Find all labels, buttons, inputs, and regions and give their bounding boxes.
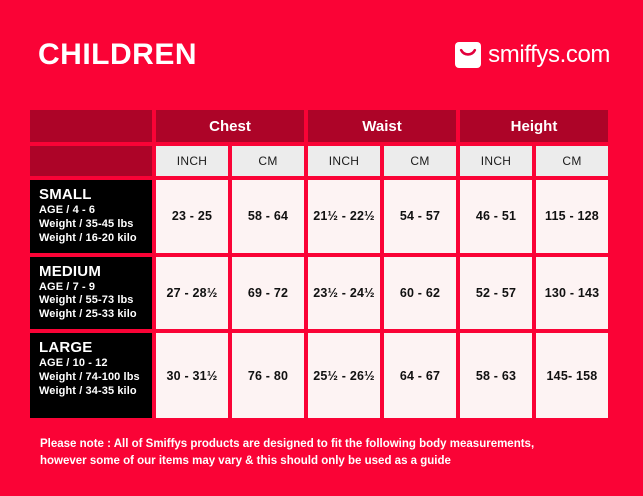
unit-header-waist-inch: INCH [308, 146, 380, 176]
size-age: AGE / 7 - 9 [39, 280, 96, 293]
size-chart-table: Chest Waist Height INCH CM INCH CM INCH … [30, 110, 608, 419]
cell-small-waist-cm: 54 - 57 [384, 180, 456, 253]
cell-small-chest-cm: 58 - 64 [232, 180, 304, 253]
footer-note: Please note : All of Smiffys products ar… [40, 436, 610, 469]
page-title: CHILDREN [38, 38, 197, 71]
footer-note-line-1: Please note : All of Smiffys products ar… [40, 438, 535, 450]
size-weight-kilo: Weight / 34-35 kilo [39, 385, 137, 398]
table-group-header-row: Chest Waist Height [30, 110, 608, 142]
cell-small-waist-inch: 21½ - 22½ [308, 180, 380, 253]
cell-large-chest-inch: 30 - 31½ [156, 333, 228, 419]
table-corner-cell-lower [30, 146, 152, 176]
size-weight-kilo: Weight / 25-33 kilo [39, 308, 137, 321]
brand-name: smiffys.com [488, 41, 610, 68]
size-age: AGE / 10 - 12 [39, 357, 108, 370]
size-label-large: LARGE AGE / 10 - 12 Weight / 74-100 lbs … [30, 333, 152, 419]
cell-medium-chest-inch: 27 - 28½ [156, 256, 228, 330]
size-name: LARGE [39, 339, 93, 357]
size-name: MEDIUM [39, 262, 102, 280]
brand-logo: smiffys.com [455, 42, 610, 68]
cell-small-height-cm: 115 - 128 [536, 180, 608, 253]
cell-large-waist-inch: 25½ - 26½ [308, 333, 380, 419]
cell-small-chest-inch: 23 - 25 [156, 180, 228, 253]
cell-large-height-inch: 58 - 63 [460, 333, 532, 419]
cell-medium-chest-cm: 69 - 72 [232, 256, 304, 330]
size-age: AGE / 4 - 6 [39, 203, 96, 216]
table-row: MEDIUM AGE / 7 - 9 Weight / 55-73 lbs We… [30, 256, 608, 330]
group-header-height: Height [460, 110, 608, 142]
cell-medium-height-cm: 130 - 143 [536, 256, 608, 330]
unit-header-height-cm: CM [536, 146, 608, 176]
footer-note-line-2: however some of our items may vary & thi… [40, 454, 451, 467]
page-header: CHILDREN smiffys.com [0, 0, 643, 100]
cell-medium-height-inch: 52 - 57 [460, 256, 532, 330]
cell-large-waist-cm: 64 - 67 [384, 333, 456, 419]
cell-large-height-cm: 145- 158 [536, 333, 608, 419]
size-weight-lbs: Weight / 74-100 lbs [39, 371, 140, 384]
unit-header-waist-cm: CM [384, 146, 456, 176]
size-weight-kilo: Weight / 16-20 kilo [39, 231, 137, 244]
table-row: SMALL AGE / 4 - 6 Weight / 35-45 lbs Wei… [30, 180, 608, 253]
table-corner-cell [30, 110, 152, 142]
cell-large-chest-cm: 76 - 80 [232, 333, 304, 419]
group-header-chest: Chest [156, 110, 304, 142]
size-weight-lbs: Weight / 55-73 lbs [39, 294, 134, 307]
table-row: LARGE AGE / 10 - 12 Weight / 74-100 lbs … [30, 333, 608, 419]
cell-medium-waist-cm: 60 - 62 [384, 256, 456, 330]
unit-header-chest-cm: CM [232, 146, 304, 176]
size-name: SMALL [39, 186, 92, 203]
unit-header-chest-inch: INCH [156, 146, 228, 176]
group-header-waist: Waist [308, 110, 456, 142]
size-weight-lbs: Weight / 35-45 lbs [39, 217, 134, 230]
cell-medium-waist-inch: 23½ - 24½ [308, 256, 380, 330]
size-label-medium: MEDIUM AGE / 7 - 9 Weight / 55-73 lbs We… [30, 256, 152, 330]
unit-header-height-inch: INCH [460, 146, 532, 176]
cell-small-height-inch: 46 - 51 [460, 180, 532, 253]
smile-icon [455, 42, 482, 68]
table-unit-header-row: INCH CM INCH CM INCH CM [30, 146, 608, 176]
size-label-small: SMALL AGE / 4 - 6 Weight / 35-45 lbs Wei… [30, 180, 152, 253]
